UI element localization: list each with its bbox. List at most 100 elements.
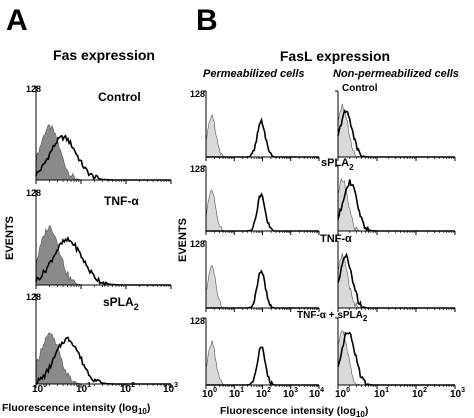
xtick-label: 101 [76, 382, 91, 395]
histogram-panel [335, 240, 456, 312]
panel-b-left-xtick-labels: 100 101 102 103 104 [202, 387, 324, 400]
control-histogram-area [337, 330, 455, 386]
panel-a-ylabel: EVENTS [4, 216, 16, 260]
histogram-panel [335, 165, 456, 235]
panel-b-letter: B [196, 4, 218, 37]
xtick-label: 100 [335, 387, 350, 400]
condition-text: Control [98, 90, 141, 104]
sample-histogram-line [206, 192, 319, 233]
xtick-label: 100 [202, 387, 217, 400]
condition-text: sPLA [103, 295, 134, 309]
xtick-label: 102 [120, 382, 135, 395]
ymax-label: 128 [26, 292, 41, 302]
xtick-exp: 1 [385, 387, 389, 394]
xtick-exp: 1 [240, 387, 244, 394]
ymax-label: 128 [190, 239, 205, 249]
xtick-base: 10 [120, 384, 132, 395]
sample-histogram-line [337, 331, 455, 386]
xtick-label: 103 [163, 382, 178, 395]
ymax-label: 128 [26, 188, 41, 198]
xtick-label: 102 [256, 387, 271, 400]
xlabel-text: Fluorescence intensity (log [2, 402, 138, 414]
xtick-base: 10 [229, 389, 241, 400]
panel-a-letter: A [6, 4, 28, 37]
xtick-exp: 3 [174, 382, 178, 389]
xtick-label: 104 [309, 387, 324, 400]
xtick-label: 100 [32, 382, 47, 395]
histogram-panel [33, 293, 172, 388]
xlabel-end: ) [147, 402, 151, 414]
sample-histogram-line [206, 117, 319, 158]
xtick-exp: 2 [131, 382, 135, 389]
panel-a-xlabel: Fluorescence intensity (log10) [2, 402, 150, 416]
xtick-exp: 0 [346, 387, 350, 394]
xtick-exp: 2 [267, 387, 271, 394]
panel-b-ylabel: EVENTS [177, 218, 189, 262]
sample-histogram-line [206, 346, 319, 387]
panel-b-condition-label: sPLA2 [321, 157, 354, 172]
panel-a-condition-label: Control [98, 90, 141, 104]
control-histogram-area [35, 124, 171, 181]
ymax-label: 128 [26, 84, 41, 94]
histogram-panel [203, 240, 320, 312]
condition-subscript: 2 [363, 314, 368, 323]
ymax-label: 128 [190, 89, 205, 99]
xtick-base: 10 [412, 389, 424, 400]
condition-text: Control [342, 83, 378, 94]
panel-a-xtick-labels: 100 101 102 103 [32, 382, 178, 395]
xtick-base: 10 [374, 389, 386, 400]
panel-b-col-left-label: Permeabilized cells [203, 68, 305, 80]
panel-b-col-right-label: Non-permeabilized cells [333, 68, 459, 80]
ymax-label: 128 [190, 316, 205, 326]
panel-b-right-xtick-labels: 100 101 102 103 [335, 387, 465, 400]
histogram-panel [33, 85, 172, 184]
control-histogram-area [35, 332, 171, 385]
xtick-exp: 2 [423, 387, 427, 394]
xlabel-sub: 10 [138, 407, 147, 416]
histogram-plots [33, 85, 456, 389]
condition-text: sPLA [321, 157, 349, 169]
panel-b-condition-label: TNF-α + sPLA2 [297, 310, 368, 323]
xtick-exp: 1 [87, 382, 91, 389]
xtick-base: 10 [309, 389, 321, 400]
xtick-base: 10 [32, 384, 44, 395]
histogram-panel [33, 189, 172, 289]
xtick-exp: 0 [213, 387, 217, 394]
histogram-panel [203, 165, 320, 235]
xtick-label: 101 [374, 387, 389, 400]
histogram-panel [335, 90, 456, 161]
xtick-label: 102 [412, 387, 427, 400]
xtick-base: 10 [76, 384, 88, 395]
panel-b-condition-label: TNF-α [320, 233, 352, 245]
xtick-exp: 0 [43, 382, 47, 389]
sample-histogram-line [337, 252, 455, 309]
xtick-base: 10 [283, 389, 295, 400]
xtick-exp: 4 [320, 387, 324, 394]
sample-histogram-line [337, 179, 455, 233]
control-histogram-area [337, 177, 455, 232]
panel-a-condition-label: TNF-α [104, 194, 139, 208]
control-histogram-area [337, 253, 455, 309]
xtick-base: 10 [450, 389, 462, 400]
histogram-panel [335, 317, 456, 389]
xtick-base: 10 [202, 389, 214, 400]
control-histogram-area [35, 224, 171, 286]
xtick-base: 10 [335, 389, 347, 400]
xtick-exp: 3 [294, 387, 298, 394]
xlabel-end: ) [365, 405, 369, 417]
histogram-panel [203, 90, 320, 161]
panel-a-title: Fas expression [53, 47, 155, 63]
xtick-base: 10 [256, 389, 268, 400]
xtick-exp: 3 [461, 387, 465, 394]
panel-b-xlabel: Fluorescence intensity (log10) [220, 405, 368, 418]
xtick-base: 10 [163, 384, 175, 395]
xlabel-text: Fluorescence intensity (log [220, 405, 356, 417]
sample-histogram-line [206, 269, 319, 310]
condition-subscript: 2 [349, 163, 354, 172]
condition-subscript: 2 [134, 302, 139, 312]
condition-text: TNF-α + sPLA [297, 310, 363, 321]
xtick-label: 103 [283, 387, 298, 400]
panel-b-condition-label: Control [342, 83, 378, 94]
panel-a-condition-label: sPLA2 [103, 295, 139, 312]
